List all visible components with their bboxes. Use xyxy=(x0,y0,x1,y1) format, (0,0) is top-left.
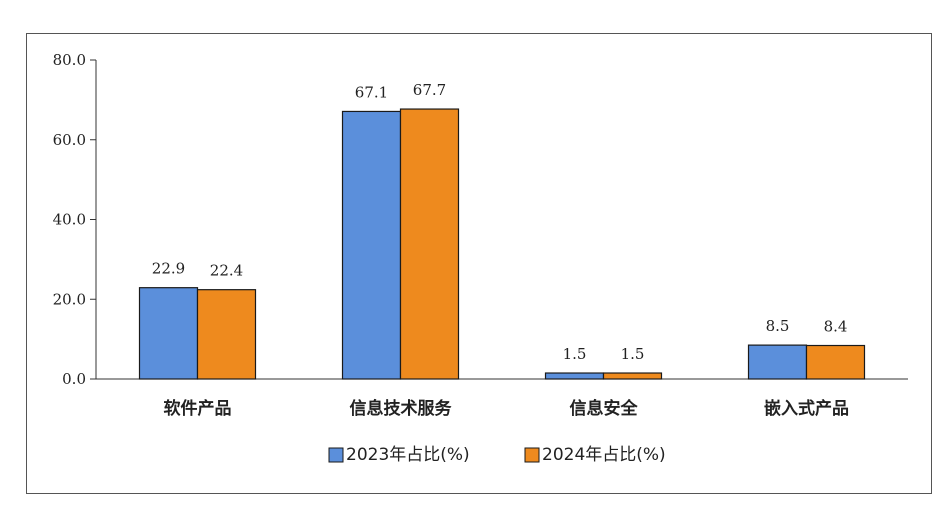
chart-category-labels: 软件产品 信息技术服务 信息安全 嵌入式产品 xyxy=(164,398,850,419)
bar xyxy=(747,344,808,380)
data-label: 22.9 xyxy=(152,260,185,278)
data-label: 1.5 xyxy=(563,345,587,363)
legend-label: 2023年占比(%) xyxy=(346,445,470,465)
data-label: 8.5 xyxy=(766,317,790,335)
chart-data-labels: 22.9 22.4 67.1 67.7 1.5 1.5 8.5 8.4 xyxy=(152,81,848,363)
data-label: 22.4 xyxy=(210,262,243,280)
bar xyxy=(602,372,663,380)
data-label: 1.5 xyxy=(621,345,645,363)
bar xyxy=(196,289,257,380)
bar xyxy=(805,344,866,380)
chart-bars xyxy=(138,108,866,380)
bar xyxy=(544,372,605,380)
y-tick-label: 40.0 xyxy=(53,211,86,229)
bar xyxy=(399,108,460,380)
legend-swatch xyxy=(524,447,540,463)
legend-label: 2024年占比(%) xyxy=(542,445,666,465)
y-tick-label: 80.0 xyxy=(53,51,86,69)
y-tick-label: 20.0 xyxy=(53,290,86,308)
data-label: 67.7 xyxy=(413,81,446,99)
chart-legend: 2023年占比(%) 2024年占比(%) xyxy=(328,445,666,465)
bar xyxy=(138,287,199,380)
y-tick-label: 0.0 xyxy=(62,370,86,388)
bar xyxy=(341,110,402,380)
chart-frame xyxy=(26,33,932,494)
data-label: 67.1 xyxy=(355,83,388,101)
category-label: 软件产品 xyxy=(164,398,232,419)
data-label: 8.4 xyxy=(824,318,848,336)
y-tick-label: 60.0 xyxy=(53,131,86,149)
category-label: 信息技术服务 xyxy=(350,398,453,419)
legend-swatch xyxy=(328,447,344,463)
category-label: 嵌入式产品 xyxy=(764,398,849,419)
category-label: 信息安全 xyxy=(570,398,639,419)
